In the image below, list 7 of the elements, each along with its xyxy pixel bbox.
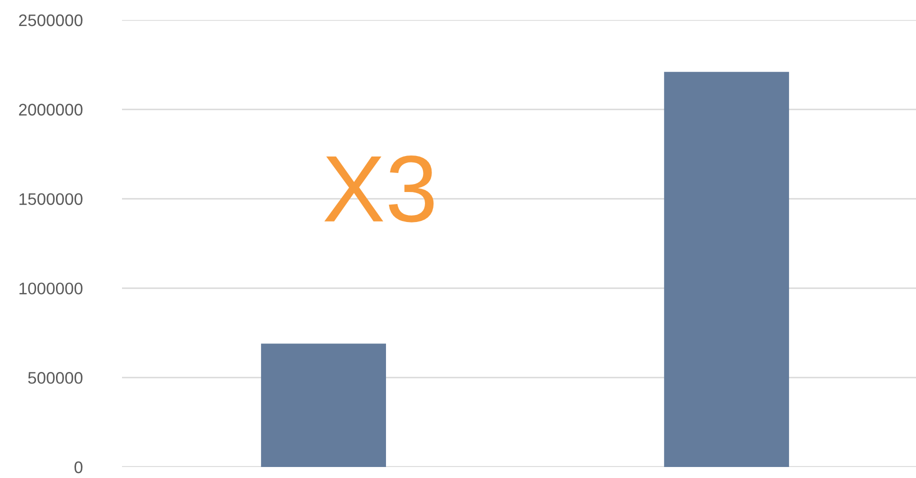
y-tick-label: 1000000 xyxy=(20,282,82,294)
y-tick-label: 2500000 xyxy=(19,14,82,26)
annotation: X3 xyxy=(324,155,434,222)
y-tick-label: 500000 xyxy=(28,372,82,384)
y-tick-label: 2000000 xyxy=(19,104,82,116)
y-tick-label: 0 xyxy=(74,461,82,474)
y-tick-label: 1500000 xyxy=(20,193,82,206)
